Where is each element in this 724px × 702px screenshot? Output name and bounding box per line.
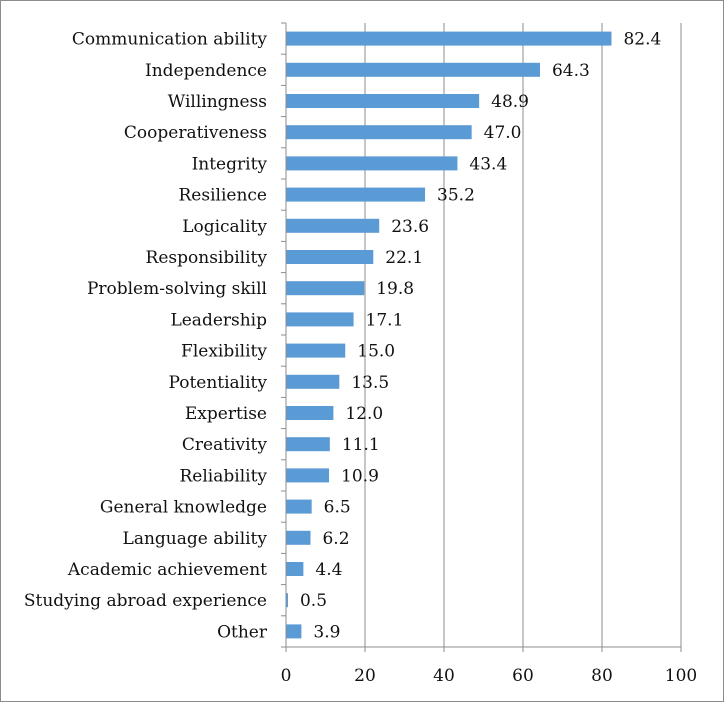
x-tick-label-40: 40	[433, 666, 455, 686]
x-tick-label-100: 100	[665, 666, 697, 686]
x-tick-label-60: 60	[512, 666, 534, 686]
value-label-5: 35.2	[437, 186, 475, 206]
bar-8	[286, 281, 365, 296]
bar-17	[286, 562, 304, 576]
bar-19	[286, 624, 302, 639]
category-label-12: Expertise	[185, 404, 267, 424]
category-label-9: Leadership	[170, 310, 267, 330]
value-label-12: 12.0	[345, 404, 383, 424]
bar-6	[286, 218, 380, 233]
bar-5	[286, 187, 426, 202]
value-label-14: 10.9	[341, 466, 379, 486]
bar-4	[286, 156, 458, 171]
category-label-14: Reliability	[180, 466, 268, 486]
value-label-13: 11.1	[342, 435, 380, 455]
x-tick-label-0: 0	[281, 666, 292, 686]
category-label-16: Language ability	[123, 529, 268, 549]
value-label-19: 3.9	[313, 622, 340, 642]
category-label-7: Responsibility	[146, 248, 268, 268]
value-label-2: 48.9	[491, 92, 529, 112]
axes	[281, 22, 682, 652]
category-label-19: Other	[217, 622, 268, 642]
bar-7	[286, 250, 374, 264]
category-label-0: Communication ability	[72, 30, 267, 50]
value-label-8: 19.8	[376, 279, 414, 299]
category-label-1: Independence	[145, 61, 267, 81]
bar-11	[286, 374, 340, 389]
value-label-6: 23.6	[391, 217, 429, 237]
bar-18	[286, 593, 288, 608]
value-label-0: 82.4	[623, 30, 661, 50]
category-label-4: Integrity	[192, 154, 268, 174]
bar-9	[286, 312, 354, 327]
bar-10	[286, 343, 346, 358]
value-label-7: 22.1	[385, 248, 423, 268]
category-label-6: Logicality	[182, 217, 267, 237]
category-label-15: General knowledge	[100, 498, 267, 518]
value-label-4: 43.4	[469, 154, 507, 174]
category-label-18: Studying abroad experience	[24, 591, 267, 611]
bars	[286, 31, 612, 639]
value-label-10: 15.0	[357, 342, 395, 362]
value-label-1: 64.3	[552, 61, 590, 81]
value-label-3: 47.0	[484, 123, 522, 143]
category-label-11: Potentiality	[168, 373, 267, 393]
gridlines	[364, 23, 682, 647]
category-label-8: Problem-solving skill	[87, 279, 267, 299]
category-label-3: Cooperativeness	[124, 123, 267, 143]
value-label-11: 13.5	[351, 373, 389, 393]
bar-14	[286, 468, 330, 483]
bar-3	[286, 125, 472, 140]
category-label-17: Academic achievement	[67, 560, 267, 580]
bar-12	[286, 406, 334, 420]
x-tick-label-20: 20	[354, 666, 376, 686]
value-label-18: 0.5	[300, 591, 327, 611]
bar-16	[286, 530, 311, 545]
bar-0	[286, 31, 612, 46]
category-label-5: Resilience	[179, 186, 268, 206]
category-label-2: Willingness	[168, 92, 267, 112]
bar-2	[286, 94, 480, 108]
bar-15	[286, 499, 312, 514]
value-label-17: 4.4	[315, 560, 342, 580]
labels: 0 20 40 60 80 100 Communication ability 82.4 Ind…	[24, 30, 697, 686]
bar-13	[286, 437, 330, 452]
value-label-16: 6.2	[322, 529, 349, 549]
value-label-15: 6.5	[324, 498, 351, 518]
category-label-10: Flexibility	[181, 342, 267, 362]
category-label-13: Creativity	[182, 435, 267, 455]
bar-1	[286, 62, 540, 77]
x-tick-label-80: 80	[591, 666, 613, 686]
value-label-9: 17.1	[366, 310, 404, 330]
